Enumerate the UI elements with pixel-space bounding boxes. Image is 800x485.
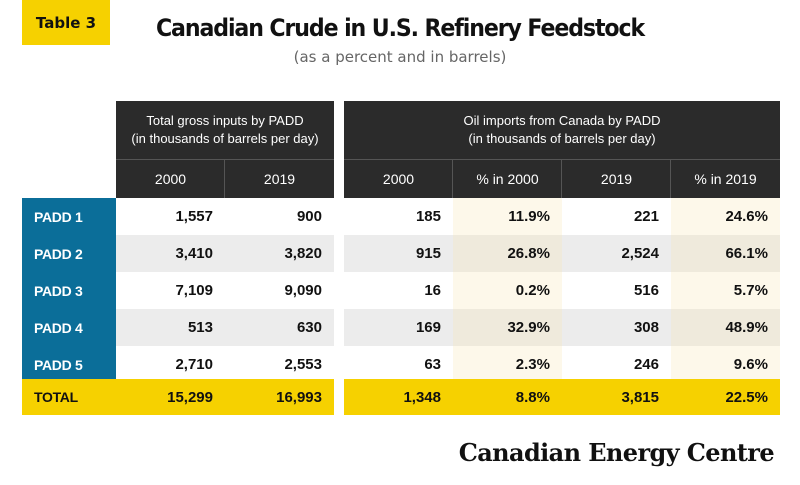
row-label: PADD 5 <box>22 346 116 383</box>
table-row: PADD 3 7,109 9,090 16 0.2% 516 5.7% <box>22 272 780 309</box>
cell-pct-2000: 11.9% <box>453 198 562 235</box>
column-header-total-2000: 2000 <box>116 160 225 198</box>
cell-total-2019: 3,820 <box>225 235 334 272</box>
cell-imports-2019: 3,815 <box>562 379 671 415</box>
cell-total-2000: 2,710 <box>116 346 225 383</box>
group-header-imports-line2: (in thousands of barrels per day) <box>468 131 656 146</box>
cell-imports-2000: 63 <box>344 346 453 383</box>
group-header-total-inputs-line1: Total gross inputs by PADD <box>146 113 304 128</box>
header-divider <box>561 160 562 198</box>
total-row: TOTAL 15,299 16,993 1,348 8.8% 3,815 22.… <box>22 379 780 415</box>
group-header-total-inputs: Total gross inputs by PADD (in thousands… <box>116 101 334 159</box>
cell-imports-2000: 915 <box>344 235 453 272</box>
cell-imports-2000: 16 <box>344 272 453 309</box>
cell-total-2019: 630 <box>225 309 334 346</box>
cell-imports-2000: 1,348 <box>344 379 453 415</box>
cell-imports-2000: 169 <box>344 309 453 346</box>
cell-imports-2019: 516 <box>562 272 671 309</box>
column-header-imports-2019: 2019 <box>562 160 671 198</box>
cell-pct-2019: 48.9% <box>671 309 780 346</box>
cell-pct-2019: 66.1% <box>671 235 780 272</box>
brand-logo: Canadian Energy Centre <box>458 438 775 467</box>
cell-pct-2019: 24.6% <box>671 198 780 235</box>
page-subtitle: (as a percent and in barrels) <box>293 48 507 66</box>
column-header-pct-2019: % in 2019 <box>671 160 780 198</box>
cell-pct-2000: 26.8% <box>453 235 562 272</box>
column-header-imports-2000: 2000 <box>344 160 453 198</box>
row-label: PADD 1 <box>22 198 116 235</box>
cell-pct-2000: 2.3% <box>453 346 562 383</box>
cell-pct-2000: 0.2% <box>453 272 562 309</box>
cell-imports-2000: 185 <box>344 198 453 235</box>
cell-total-2000: 15,299 <box>116 379 225 415</box>
row-label: PADD 2 <box>22 235 116 272</box>
table-row: PADD 2 3,410 3,820 915 26.8% 2,524 66.1% <box>22 235 780 272</box>
table-row: PADD 5 2,710 2,553 63 2.3% 246 9.6% <box>22 346 780 383</box>
cell-total-2019: 900 <box>225 198 334 235</box>
page-title: Canadian Crude in U.S. Refinery Feedstoc… <box>155 14 645 42</box>
cell-pct-2000: 8.8% <box>453 379 562 415</box>
cell-pct-2019: 9.6% <box>671 346 780 383</box>
cell-imports-2019: 2,524 <box>562 235 671 272</box>
table-row: PADD 4 513 630 169 32.9% 308 48.9% <box>22 309 780 346</box>
group-header-imports: Oil imports from Canada by PADD (in thou… <box>344 101 780 159</box>
column-header-pct-2000: % in 2000 <box>453 160 562 198</box>
row-label: PADD 4 <box>22 309 116 346</box>
header-divider <box>670 160 671 198</box>
table-row: PADD 1 1,557 900 185 11.9% 221 24.6% <box>22 198 780 235</box>
group-header-imports-line1: Oil imports from Canada by PADD <box>463 113 661 128</box>
cell-total-2000: 513 <box>116 309 225 346</box>
cell-total-2019: 9,090 <box>225 272 334 309</box>
cell-total-2000: 3,410 <box>116 235 225 272</box>
header-divider <box>452 160 453 198</box>
cell-imports-2019: 308 <box>562 309 671 346</box>
header-divider <box>116 159 334 160</box>
table-number-tag: Table 3 <box>22 0 110 45</box>
row-label: PADD 3 <box>22 272 116 309</box>
column-header-total-2019: 2019 <box>225 160 334 198</box>
cell-total-2000: 7,109 <box>116 272 225 309</box>
total-row-label: TOTAL <box>22 379 116 415</box>
header-divider <box>224 160 225 198</box>
cell-pct-2019: 5.7% <box>671 272 780 309</box>
cell-imports-2019: 246 <box>562 346 671 383</box>
cell-pct-2000: 32.9% <box>453 309 562 346</box>
cell-imports-2019: 221 <box>562 198 671 235</box>
cell-total-2019: 16,993 <box>225 379 334 415</box>
cell-total-2019: 2,553 <box>225 346 334 383</box>
cell-pct-2019: 22.5% <box>671 379 780 415</box>
table-section-gap <box>334 101 344 415</box>
group-header-total-inputs-line2: (in thousands of barrels per day) <box>131 131 319 146</box>
cell-total-2000: 1,557 <box>116 198 225 235</box>
header-divider <box>344 159 780 160</box>
